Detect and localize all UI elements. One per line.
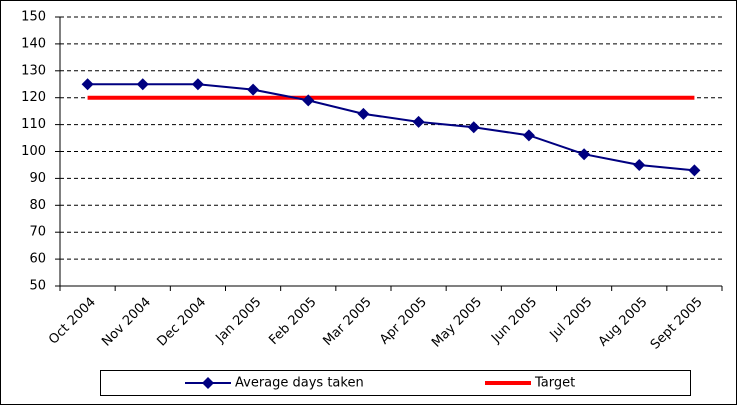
marker [191,78,204,91]
y-tick-label: 100 [21,144,46,159]
y-tick-label: 60 [29,252,46,267]
y-tick-label: 90 [29,171,46,186]
marker [412,115,425,128]
y-tick-label: 80 [29,198,46,213]
legend-label: Target [534,376,575,391]
y-tick-label: 130 [21,63,46,78]
y-tick-label: 140 [21,36,46,51]
marker [578,148,591,161]
marker [136,78,149,91]
y-tick-label: 120 [21,90,46,105]
legend-marker [202,377,214,389]
y-tick-label: 70 [29,225,46,240]
y-tick-label: 110 [21,117,46,132]
y-tick-label: 50 [29,279,46,294]
series-line [87,83,695,172]
marker [688,164,701,177]
marker [247,83,260,96]
marker [357,107,370,120]
marker [302,94,315,107]
legend-label: Average days taken [235,376,364,391]
marker [522,129,535,142]
marker [467,121,480,134]
y-tick-label: 150 [21,10,46,25]
marker [633,158,646,171]
marker [81,78,94,91]
